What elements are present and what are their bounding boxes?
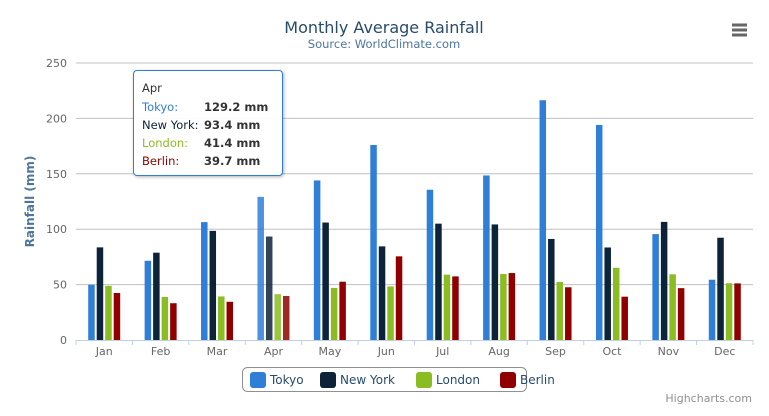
bar-berlin-oct <box>621 296 628 340</box>
legend-item-new-york[interactable]: New York <box>340 373 395 387</box>
bar-new-york-aug <box>491 224 499 340</box>
bar-london-mar <box>218 296 225 340</box>
bar-tokyo-sep <box>539 100 547 341</box>
credits-link[interactable]: Highcharts.com <box>665 392 752 405</box>
tooltip-series-label: Tokyo: <box>142 100 179 114</box>
legend-symbol <box>500 372 516 388</box>
tooltip-series-label: Berlin: <box>142 154 180 168</box>
legend-symbol <box>416 372 432 388</box>
chart-title: Monthly Average Rainfall <box>284 18 483 37</box>
bar-new-york-nov <box>660 221 668 340</box>
bar-berlin-jun <box>395 256 403 340</box>
bar-london-may <box>330 287 338 340</box>
bar-london-dec <box>725 283 733 340</box>
hamburger-menu-icon[interactable] <box>732 23 747 37</box>
bar-new-york-feb <box>153 252 160 340</box>
bar-tokyo-dec <box>708 279 716 340</box>
tooltip-row: Berlin: 39.7 mm <box>142 152 282 170</box>
legend-box <box>242 367 527 392</box>
bar-tokyo-aug <box>483 175 490 340</box>
bar-berlin-nov <box>677 288 685 340</box>
y-tick-label: 250 <box>46 57 67 70</box>
bar-new-york-jun <box>378 246 386 340</box>
bar-london-sep <box>556 281 564 340</box>
bar-tokyo-apr <box>257 196 264 340</box>
bar-tokyo-jul <box>426 189 434 340</box>
y-tick-label: 150 <box>46 168 67 181</box>
x-tick-label: Oct <box>602 345 622 358</box>
x-tick-label: Aug <box>488 345 509 358</box>
tooltip: Apr Tokyo: 129.2 mm New York: 93.4 mm London… <box>133 70 283 176</box>
tooltip-value: 93.4 mm <box>204 118 261 132</box>
y-tick-label: 0 <box>60 334 67 347</box>
bar-berlin-jan <box>113 293 121 340</box>
x-tick-label: Jan <box>95 345 113 358</box>
x-tick-label: Mar <box>207 345 228 358</box>
bar-berlin-may <box>339 281 346 340</box>
tooltip-series-label: New York: <box>142 118 199 132</box>
bar-london-oct <box>612 267 620 340</box>
legend-item-london[interactable]: London <box>436 373 480 387</box>
x-tick-label: Apr <box>264 345 284 358</box>
bar-new-york-sep <box>548 238 555 340</box>
x-tick-label: Jul <box>435 345 449 358</box>
bar-london-jun <box>387 286 394 340</box>
tooltip-value: 129.2 mm <box>204 100 269 114</box>
x-tick-label: Sep <box>545 345 566 358</box>
y-tick-label: 100 <box>46 223 67 236</box>
legend-item-tokyo[interactable]: Tokyo <box>269 373 304 387</box>
bar-tokyo-nov <box>652 234 659 340</box>
bar-london-nov <box>669 274 676 340</box>
bar-new-york-may <box>322 222 329 340</box>
y-axis-title: Rainfall (mm) <box>23 156 37 248</box>
bar-london-aug <box>500 273 507 340</box>
x-tick-label: Jun <box>377 345 395 358</box>
bar-london-feb <box>161 297 169 340</box>
tooltip-value: 41.4 mm <box>204 136 261 150</box>
bar-berlin-aug <box>508 273 516 340</box>
x-tick-label: Feb <box>151 345 170 358</box>
bar-new-york-jan <box>96 247 104 340</box>
bar-new-york-oct <box>604 247 611 340</box>
tooltip-row: Tokyo: 129.2 mm <box>142 98 282 116</box>
bar-berlin-mar <box>226 301 234 340</box>
bar-new-york-dec <box>717 237 724 340</box>
bar-tokyo-may <box>313 180 321 340</box>
legend-symbol <box>320 372 336 388</box>
x-tick-label: Nov <box>658 345 680 358</box>
bar-berlin-jul <box>452 276 459 340</box>
y-tick-label: 200 <box>46 112 67 125</box>
bar-berlin-dec <box>734 283 741 340</box>
bar-tokyo-mar <box>201 222 208 340</box>
chart-subtitle: Source: WorldClimate.com <box>308 37 460 51</box>
bar-berlin-feb <box>170 303 177 340</box>
bar-tokyo-oct <box>595 124 603 341</box>
bar-london-jul <box>443 274 451 340</box>
bar-london-jan <box>105 285 112 340</box>
tooltip-value: 39.7 mm <box>204 154 261 168</box>
bar-berlin-apr <box>282 296 290 340</box>
bar-new-york-mar <box>209 230 217 340</box>
y-tick-label: 50 <box>53 279 67 292</box>
bar-tokyo-jun <box>370 144 377 340</box>
tooltip-row: London: 41.4 mm <box>142 134 282 152</box>
legend-symbol <box>250 372 266 388</box>
bar-new-york-apr <box>265 236 273 340</box>
tooltip-series-label: London: <box>142 136 189 150</box>
legend-item-berlin[interactable]: Berlin <box>520 373 555 387</box>
bar-tokyo-jan <box>88 284 95 340</box>
tooltip-row: New York: 93.4 mm <box>142 116 282 134</box>
bar-london-apr <box>274 294 281 340</box>
bar-new-york-jul <box>435 223 442 340</box>
tooltip-header: Apr <box>142 81 162 95</box>
x-tick-label: May <box>319 345 342 358</box>
x-tick-label: Dec <box>714 345 735 358</box>
bar-berlin-sep <box>565 287 572 340</box>
bar-tokyo-feb <box>144 260 152 340</box>
